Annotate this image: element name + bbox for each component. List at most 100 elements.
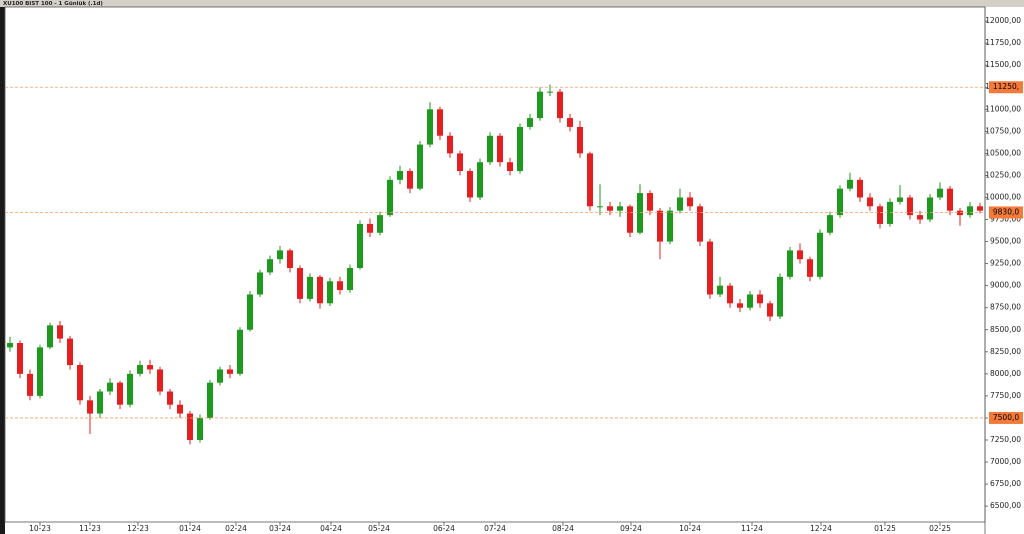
- candle-body: [567, 118, 573, 127]
- candle-body: [597, 206, 603, 208]
- candle-body: [297, 268, 303, 299]
- candle-body: [617, 206, 623, 211]
- y-tick-label: 10000,00: [985, 192, 1021, 201]
- x-tick-label: 01-24: [179, 524, 201, 533]
- y-tick-label: 7250,00: [990, 435, 1021, 444]
- candle-body: [847, 179, 853, 189]
- candle-body: [87, 400, 93, 414]
- candle-body: [647, 193, 653, 211]
- candle-body: [867, 197, 873, 207]
- candle-body: [407, 171, 413, 189]
- candle-body: [327, 281, 333, 304]
- candle-body: [727, 285, 733, 304]
- candle-body: [307, 276, 313, 299]
- candle-body: [857, 179, 863, 198]
- candle-body: [97, 391, 103, 414]
- candle-body: [937, 188, 943, 198]
- y-tick-label: 11000,00: [985, 104, 1021, 113]
- x-tick-label: 12-24: [810, 524, 832, 533]
- x-tick-label: 06-24: [433, 524, 455, 533]
- y-tick-label: 11750,00: [985, 38, 1021, 47]
- candle-body: [187, 413, 193, 440]
- x-tick-label: 01-25: [874, 524, 896, 533]
- y-tick-label: 6750,00: [990, 479, 1021, 488]
- y-tick-label: 8250,00: [990, 347, 1021, 356]
- x-tick-label: 10-24: [679, 524, 701, 533]
- candle-body: [967, 206, 973, 216]
- candle-body: [817, 232, 823, 277]
- candle-body: [897, 197, 903, 202]
- candle-body: [277, 250, 283, 260]
- candle-body: [557, 91, 563, 119]
- candle-body: [287, 250, 293, 269]
- candle-body: [417, 144, 423, 189]
- candle-body: [267, 259, 273, 273]
- x-tick-label: 12-23: [127, 524, 149, 533]
- x-tick-label: 05-24: [368, 524, 390, 533]
- candle-body: [57, 325, 63, 339]
- candle-body: [357, 223, 363, 269]
- x-tick-label: 02-25: [929, 524, 951, 533]
- level-label: 9830,0: [993, 207, 1019, 216]
- y-tick-label: 12000,00: [985, 16, 1021, 25]
- candle-body: [237, 329, 243, 374]
- candle-body: [697, 206, 703, 242]
- candle-body: [317, 276, 323, 304]
- candle-body: [107, 382, 113, 392]
- candle-body: [957, 210, 963, 216]
- y-tick-label: 10500,00: [985, 148, 1021, 157]
- candle-body: [37, 347, 43, 396]
- y-tick-label: 9250,00: [990, 259, 1021, 268]
- candle-body: [427, 109, 433, 145]
- y-tick-label: 9750,00: [990, 215, 1021, 224]
- candle-body: [397, 171, 403, 180]
- y-tick-label: 6500,00: [990, 501, 1021, 510]
- level-label-box: [989, 81, 1023, 94]
- x-tick-label: 02-24: [225, 524, 247, 533]
- candle-body: [537, 91, 543, 119]
- candle-body: [787, 250, 793, 277]
- candle-body: [657, 210, 663, 242]
- candle-body: [377, 215, 383, 233]
- candle-body: [767, 303, 773, 317]
- candle-body: [907, 197, 913, 216]
- level-label: 11250,: [993, 82, 1019, 91]
- candle-body: [577, 126, 583, 154]
- candle-body: [627, 206, 633, 233]
- candle-body: [47, 325, 53, 348]
- candle-body: [207, 382, 213, 418]
- y-tick-label: 9000,00: [990, 281, 1021, 290]
- candle-body: [117, 382, 123, 405]
- candle-body: [457, 153, 463, 172]
- y-tick-label: 9500,00: [990, 237, 1021, 246]
- candle-body: [497, 135, 503, 163]
- y-tick-label: 11500,00: [985, 60, 1021, 69]
- candle-body: [467, 171, 473, 198]
- x-tick-label: 11-23: [79, 524, 101, 533]
- y-tick-label: 8000,00: [990, 369, 1021, 378]
- x-tick-label: 04-24: [320, 524, 342, 533]
- candle-body: [757, 294, 763, 304]
- candle-body: [487, 135, 493, 163]
- plot-area: [4, 6, 986, 523]
- candle-body: [917, 215, 923, 220]
- y-tick-label: 8500,00: [990, 325, 1021, 334]
- level-label-box: [989, 206, 1023, 219]
- candle-body: [527, 118, 533, 127]
- candle-body: [367, 223, 373, 233]
- candle-body: [347, 268, 353, 291]
- candle-body: [127, 373, 133, 405]
- candle-body: [777, 276, 783, 317]
- left-toolbar: [0, 7, 5, 534]
- title-bar: [0, 0, 1024, 7]
- candle-body: [247, 294, 253, 330]
- y-tick-label: 8750,00: [990, 303, 1021, 312]
- x-tick-label: 09-24: [620, 524, 642, 533]
- candle-body: [807, 259, 813, 277]
- candle-body: [677, 197, 683, 211]
- candle-body: [667, 210, 673, 242]
- candle-body: [7, 342, 13, 348]
- candle-body: [197, 417, 203, 440]
- candle-body: [257, 272, 263, 295]
